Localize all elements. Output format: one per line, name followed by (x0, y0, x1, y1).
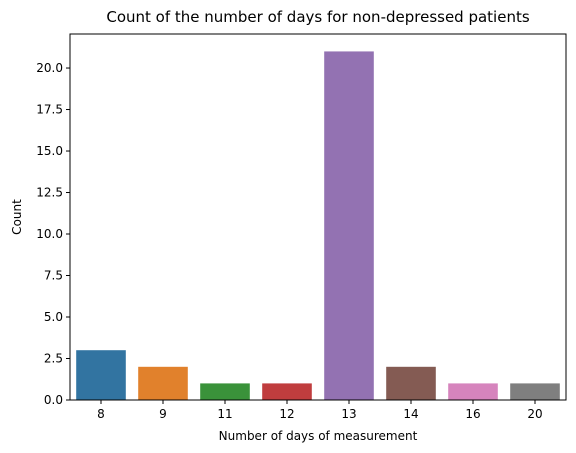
bar-13 (324, 51, 374, 401)
bar-20 (510, 383, 560, 400)
x-axis-ticks: 8 9 11 12 13 14 16 20 (97, 400, 543, 421)
x-tick-label: 8 (97, 407, 105, 421)
bar-9 (138, 366, 188, 400)
y-tick-label: 5.0 (44, 310, 63, 324)
x-axis-label: Number of days of measurement (219, 429, 418, 443)
y-tick-label: 2.5 (44, 352, 63, 366)
y-tick-label: 17.5 (36, 103, 63, 117)
y-tick-label: 15.0 (36, 144, 63, 158)
x-tick-label: 9 (159, 407, 167, 421)
x-tick-label: 11 (217, 407, 232, 421)
bar-11 (200, 383, 250, 400)
x-tick-label: 12 (279, 407, 294, 421)
y-tick-label: 7.5 (44, 269, 63, 283)
x-tick-label: 13 (341, 407, 356, 421)
x-tick-label: 14 (403, 407, 418, 421)
y-tick-label: 20.0 (36, 61, 63, 75)
y-axis-label: Count (10, 199, 24, 235)
bar-12 (262, 383, 312, 400)
x-tick-label: 16 (465, 407, 480, 421)
y-axis-ticks: 0.0 2.5 5.0 7.5 10.0 12.5 15.0 17.5 20.0 (36, 61, 70, 407)
y-tick-label: 0.0 (44, 393, 63, 407)
bar-8 (76, 350, 126, 400)
bars-group (76, 51, 560, 401)
y-tick-label: 10.0 (36, 227, 63, 241)
bar-16 (448, 383, 498, 400)
x-tick-label: 20 (527, 407, 542, 421)
plot-frame (69, 33, 567, 401)
bar-14 (386, 366, 436, 400)
chart-title: Count of the number of days for non-depr… (106, 8, 529, 26)
y-tick-label: 12.5 (36, 186, 63, 200)
